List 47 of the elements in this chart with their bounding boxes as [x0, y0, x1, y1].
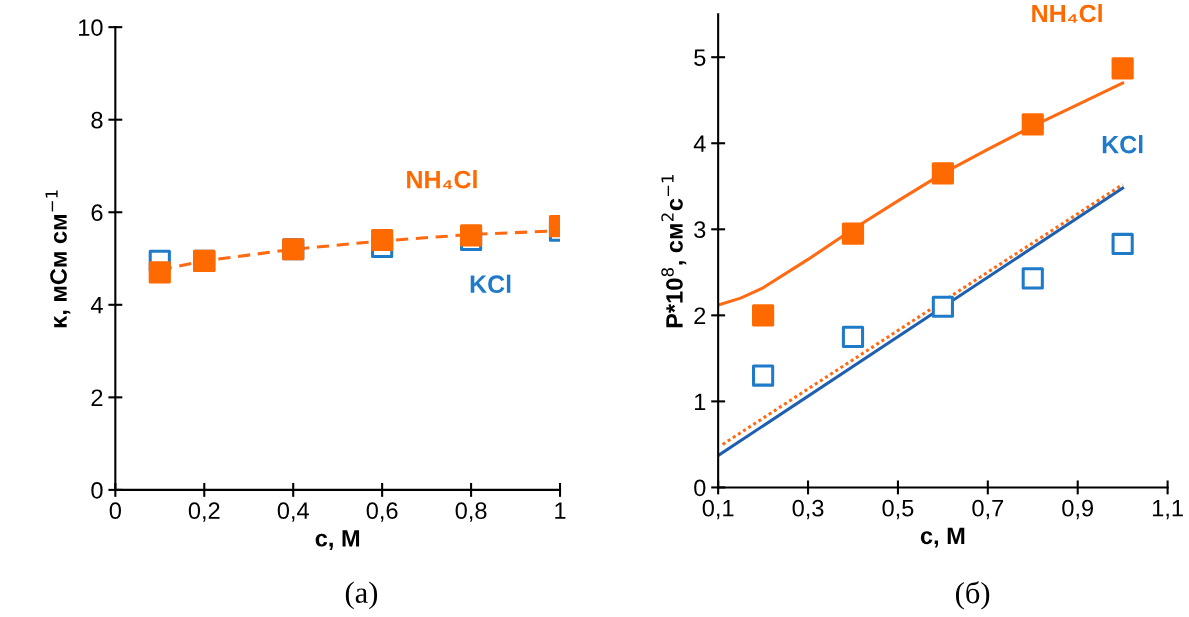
- x-tick-label: 0,7: [972, 499, 1004, 520]
- point: [931, 295, 954, 318]
- x-tick-label: 1,1: [1152, 500, 1183, 520]
- y-tick-label: 2: [91, 389, 103, 406]
- y-axis-title: κ, мСм см$^{−1}$: [45, 190, 71, 328]
- x-tick-label: 0,3: [792, 499, 824, 520]
- point: [459, 224, 483, 247]
- x-tick-label: 0,4: [277, 502, 309, 522]
- x-tick-label: 1: [555, 502, 566, 519]
- x-tick-label: 0,1: [702, 499, 734, 520]
- point: [841, 222, 865, 245]
- series-label: KCl: [470, 274, 511, 294]
- y-tick-label: 10: [79, 19, 103, 36]
- x-tick-label: 0,2: [188, 502, 220, 522]
- point: [841, 325, 865, 348]
- y-tick-label: 3: [694, 221, 706, 239]
- y-tick-label: 2: [694, 307, 706, 324]
- text: (а): [345, 581, 378, 610]
- y-tick-label: 0: [694, 479, 706, 497]
- point: [371, 228, 394, 252]
- y-tick-label: 8: [91, 111, 103, 129]
- point: [752, 364, 775, 387]
- point: [1111, 232, 1134, 256]
- x-tick-label: 0,9: [1062, 499, 1093, 520]
- y-tick-label: 4: [693, 135, 706, 152]
- point: [148, 261, 171, 284]
- text: KCl: [1102, 135, 1143, 154]
- y-tick-label: 1: [695, 393, 706, 410]
- series-label: NH₄Cl: [407, 170, 477, 189]
- point: [931, 162, 954, 185]
- point: [752, 304, 775, 327]
- y-tick-label: 5: [694, 49, 706, 66]
- point: [1111, 57, 1134, 80]
- series-label: NH₄Cl: [1032, 3, 1102, 23]
- x-axis-title: c, М: [315, 530, 360, 551]
- y-tick-label: 0: [91, 481, 103, 499]
- x-tick-label: 0,5: [882, 499, 914, 520]
- y-tick-label: 4: [90, 297, 103, 314]
- y-axis-title: P*10$^{8}$, см$^{2}$с$^{−1}$: [661, 174, 687, 328]
- x-axis-title: c, М: [920, 527, 965, 548]
- x-tick-label: 0,8: [455, 502, 487, 522]
- text: (б): [956, 581, 990, 610]
- x-tick-label: 0: [109, 502, 121, 520]
- point: [1021, 113, 1044, 136]
- x-tick-label: 0,6: [366, 502, 398, 522]
- y-tick-label: 6: [91, 204, 103, 222]
- point: [1021, 267, 1044, 290]
